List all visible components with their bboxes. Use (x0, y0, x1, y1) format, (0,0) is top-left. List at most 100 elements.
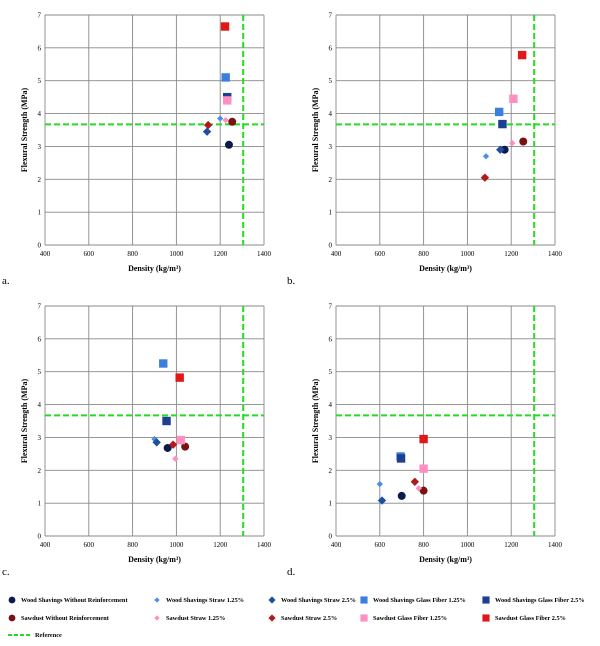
y-axis-label: Flexural Strength (MPa) (311, 379, 320, 464)
y-tick-label: 5 (329, 77, 333, 85)
data-point (482, 153, 490, 160)
y-axis-label: Flexural Strength (MPa) (20, 88, 29, 173)
legend-item: Wood Shavings Without Reinforcement (8, 594, 128, 606)
y-tick-label: 2 (38, 176, 42, 184)
y-tick-label: 6 (38, 44, 42, 52)
legend-marker (482, 614, 490, 622)
legend-marker-shape (8, 614, 16, 622)
data-point (496, 145, 505, 154)
data-point (410, 477, 420, 486)
chart-panel: 400 600 800 1000 1200 1400 0 1 2 3 4 5 6 7 Density (kg… (311, 303, 563, 565)
legend-marker (8, 614, 16, 622)
data-point (202, 127, 212, 136)
legend-label: Sawdust Straw 1.25% (166, 614, 226, 622)
panel-label-c: c. (2, 566, 10, 578)
x-tick-label: 400 (331, 541, 342, 549)
y-tick-label: 7 (329, 303, 333, 311)
legend-item: Wood Shavings Straw 1.25% (153, 594, 244, 606)
x-tick-label: 1000 (169, 250, 184, 258)
data-point (159, 359, 168, 368)
legend-item: Wood Shavings Glass Fiber 1.25% (360, 594, 466, 606)
data-point (217, 115, 224, 122)
y-tick-label: 6 (329, 335, 333, 343)
x-tick-label: 600 (375, 541, 386, 549)
y-tick-label: 0 (38, 533, 42, 541)
legend-label: Sawdust Straw 2.5% (281, 614, 338, 622)
chart-panel: 400 600 800 1000 1200 1400 0 1 2 3 4 5 6 7 Density (kg… (311, 12, 563, 274)
legend-item: Sawdust Without Reinforcement (8, 612, 109, 624)
data-point (377, 496, 387, 505)
data-point (175, 373, 184, 382)
data-point (168, 440, 178, 449)
data-point (203, 120, 213, 130)
x-axis-label: Density (kg/m³) (419, 555, 472, 564)
y-tick-label: 1 (38, 500, 42, 508)
legend-item: Sawdust Straw 1.25% (153, 612, 225, 624)
data-point (224, 140, 233, 149)
y-tick-label: 0 (329, 242, 333, 250)
y-tick-label: 1 (38, 209, 42, 217)
y-tick-label: 6 (38, 335, 42, 343)
data-point (163, 443, 172, 452)
legend-label: Sawdust Without Reinforcement (21, 614, 109, 622)
y-tick-label: 7 (38, 303, 42, 311)
legend-item: Sawdust Glass Fiber 2.5% (482, 612, 566, 624)
y-tick-label: 7 (38, 12, 42, 20)
legend-marker-shape (8, 596, 16, 604)
chart-panel: 400 600 800 1000 1200 1400 0 1 2 3 4 5 6 7 Density (kg… (20, 12, 272, 274)
x-tick-label: 1400 (548, 541, 563, 549)
legend-label: Wood Shavings Glass Fiber 2.5% (495, 596, 585, 604)
y-tick-label: 4 (38, 110, 42, 118)
legend-marker (268, 614, 276, 622)
data-point (519, 137, 528, 146)
y-tick-label: 0 (38, 242, 42, 250)
legend-marker-shape (154, 615, 160, 621)
chart-panel: 400 600 800 1000 1200 1400 0 1 2 3 4 5 6 7 Density (kg… (20, 303, 272, 565)
data-point (162, 416, 171, 426)
data-point (176, 435, 185, 445)
y-tick-label: 7 (329, 12, 333, 20)
legend-item: Sawdust Glass Fiber 1.25% (360, 612, 447, 624)
x-tick-label: 1000 (460, 250, 475, 258)
data-point (152, 438, 161, 447)
y-tick-label: 4 (38, 401, 42, 409)
legend-marker-shape (482, 614, 490, 622)
y-tick-label: 5 (329, 368, 333, 376)
y-tick-label: 5 (38, 368, 42, 376)
y-tick-label: 2 (329, 176, 333, 184)
legend-marker (154, 615, 160, 621)
x-tick-label: 600 (84, 541, 95, 549)
legend-marker-shape (268, 614, 276, 622)
y-tick-label: 6 (329, 44, 333, 52)
legend-marker (154, 597, 160, 603)
x-tick-label: 1200 (504, 250, 519, 258)
data-point (228, 117, 237, 126)
data-point (480, 173, 490, 182)
legend-reference-line (8, 634, 30, 636)
data-point (376, 480, 383, 488)
y-axis-label: Flexural Strength (MPa) (20, 379, 29, 464)
legend-item: Sawdust Straw 2.5% (268, 612, 337, 624)
panel-label-a: a. (2, 275, 10, 287)
x-tick-label: 400 (40, 250, 51, 258)
x-tick-label: 600 (84, 250, 95, 258)
data-point (509, 139, 516, 147)
x-tick-label: 800 (418, 250, 429, 258)
x-axis-label: Density (kg/m³) (419, 264, 472, 273)
x-tick-label: 1200 (213, 541, 228, 549)
legend-label: Reference (35, 631, 62, 639)
y-tick-label: 1 (329, 209, 333, 217)
x-tick-label: 800 (127, 250, 138, 258)
legend-item-reference: Reference (8, 629, 62, 641)
y-tick-label: 3 (38, 434, 42, 442)
y-tick-label: 2 (38, 467, 42, 475)
legend-item: Wood Shavings Straw 2.5% (268, 594, 356, 606)
data-point (419, 434, 428, 444)
x-tick-label: 1400 (257, 541, 272, 549)
panel-label-d: d. (287, 566, 296, 578)
legend-marker (360, 614, 368, 622)
x-tick-label: 800 (418, 541, 429, 549)
x-tick-label: 1000 (169, 541, 184, 549)
legend-marker-shape (482, 596, 490, 604)
legend-marker (8, 596, 16, 604)
